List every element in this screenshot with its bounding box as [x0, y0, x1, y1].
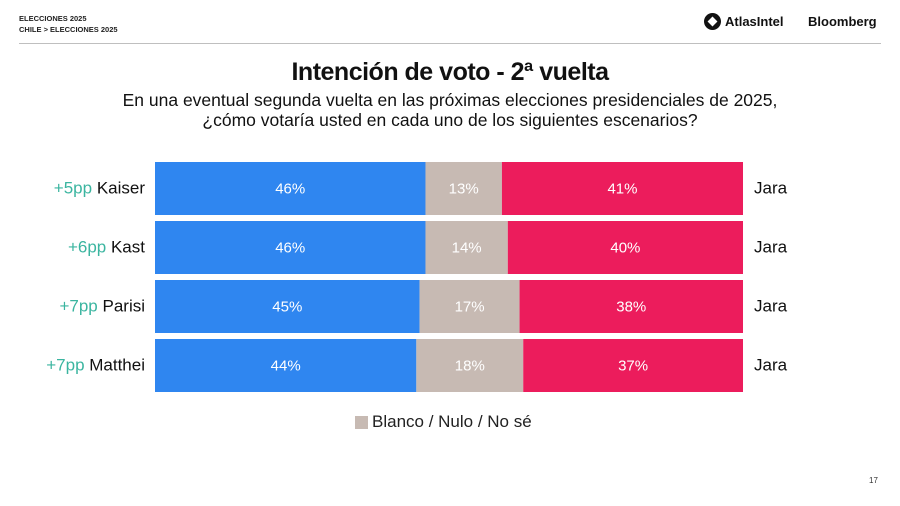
data-label-left: 45% [272, 299, 302, 316]
bar-segment-matthei [155, 339, 417, 392]
bar-segment-blank [425, 221, 508, 274]
subtitle-line-2: ¿cómo votaría usted en cada uno de los s… [202, 110, 698, 130]
bar-segment-blank [419, 280, 520, 333]
opponent-label: Jara [754, 356, 788, 375]
bar-segment-kast [155, 221, 426, 274]
atlasintel-icon [704, 13, 721, 30]
data-label-right: 40% [610, 240, 640, 257]
header-section-title: ELECCIONES 2025 [19, 14, 87, 23]
header-divider [19, 43, 881, 44]
bar-segment-kaiser [155, 162, 426, 215]
subtitle-line-1: En una eventual segunda vuelta en las pr… [122, 90, 778, 110]
data-label-right: 38% [616, 299, 646, 316]
candidate-label: Kast [111, 238, 145, 257]
margin-label: +5pp [54, 179, 97, 198]
legend: Blanco / Nulo / No sé [355, 412, 532, 432]
data-label-right: 41% [607, 181, 637, 198]
bar-segment-opponent [507, 221, 743, 274]
data-label-left: 46% [275, 240, 305, 257]
bar-segment-opponent [523, 339, 743, 392]
row-label: +5pp Kaiser [54, 179, 146, 198]
atlasintel-logo: AtlasIntel [704, 13, 784, 30]
chart-subtitle: En una eventual segunda vuelta en las pr… [0, 90, 900, 130]
data-label-blank: 13% [449, 181, 479, 198]
margin-label: +7pp [59, 297, 102, 316]
page-number: 17 [869, 476, 878, 485]
opponent-label: Jara [754, 179, 788, 198]
bloomberg-logo: Bloomberg [808, 14, 877, 29]
row-label: +6pp Kast [68, 238, 145, 257]
atlasintel-wordmark: AtlasIntel [725, 14, 784, 29]
legend-label-blank: Blanco / Nulo / No sé [372, 412, 532, 431]
opponent-label: Jara [754, 238, 788, 257]
data-label-blank: 14% [452, 240, 482, 257]
bar-segment-opponent [501, 162, 743, 215]
row-label: +7pp Matthei [46, 356, 145, 375]
bar-segment-blank [425, 162, 502, 215]
header-breadcrumb: ELECCIONES 2025 CHILE > ELECCIONES 2025 [19, 13, 118, 35]
opponent-label: Jara [754, 297, 788, 316]
bar-segment-parisi [155, 280, 420, 333]
candidate-label: Matthei [89, 356, 145, 375]
candidate-label: Kaiser [97, 179, 146, 198]
chart-title: Intención de voto - 2ª vuelta [291, 58, 609, 86]
bar-segment-opponent [519, 280, 743, 333]
bar-segment-blank [416, 339, 524, 392]
data-label-blank: 17% [455, 299, 485, 316]
candidate-label: Parisi [102, 297, 145, 316]
data-label-blank: 18% [455, 358, 485, 375]
margin-label: +6pp [68, 238, 111, 257]
data-label-right: 37% [618, 358, 648, 375]
data-label-left: 44% [271, 358, 301, 375]
breadcrumb: CHILE > ELECCIONES 2025 [19, 25, 118, 34]
margin-label: +7pp [46, 356, 89, 375]
data-label-left: 46% [275, 181, 305, 198]
row-label: +7pp Parisi [59, 297, 145, 316]
legend-swatch-blank [355, 415, 368, 429]
